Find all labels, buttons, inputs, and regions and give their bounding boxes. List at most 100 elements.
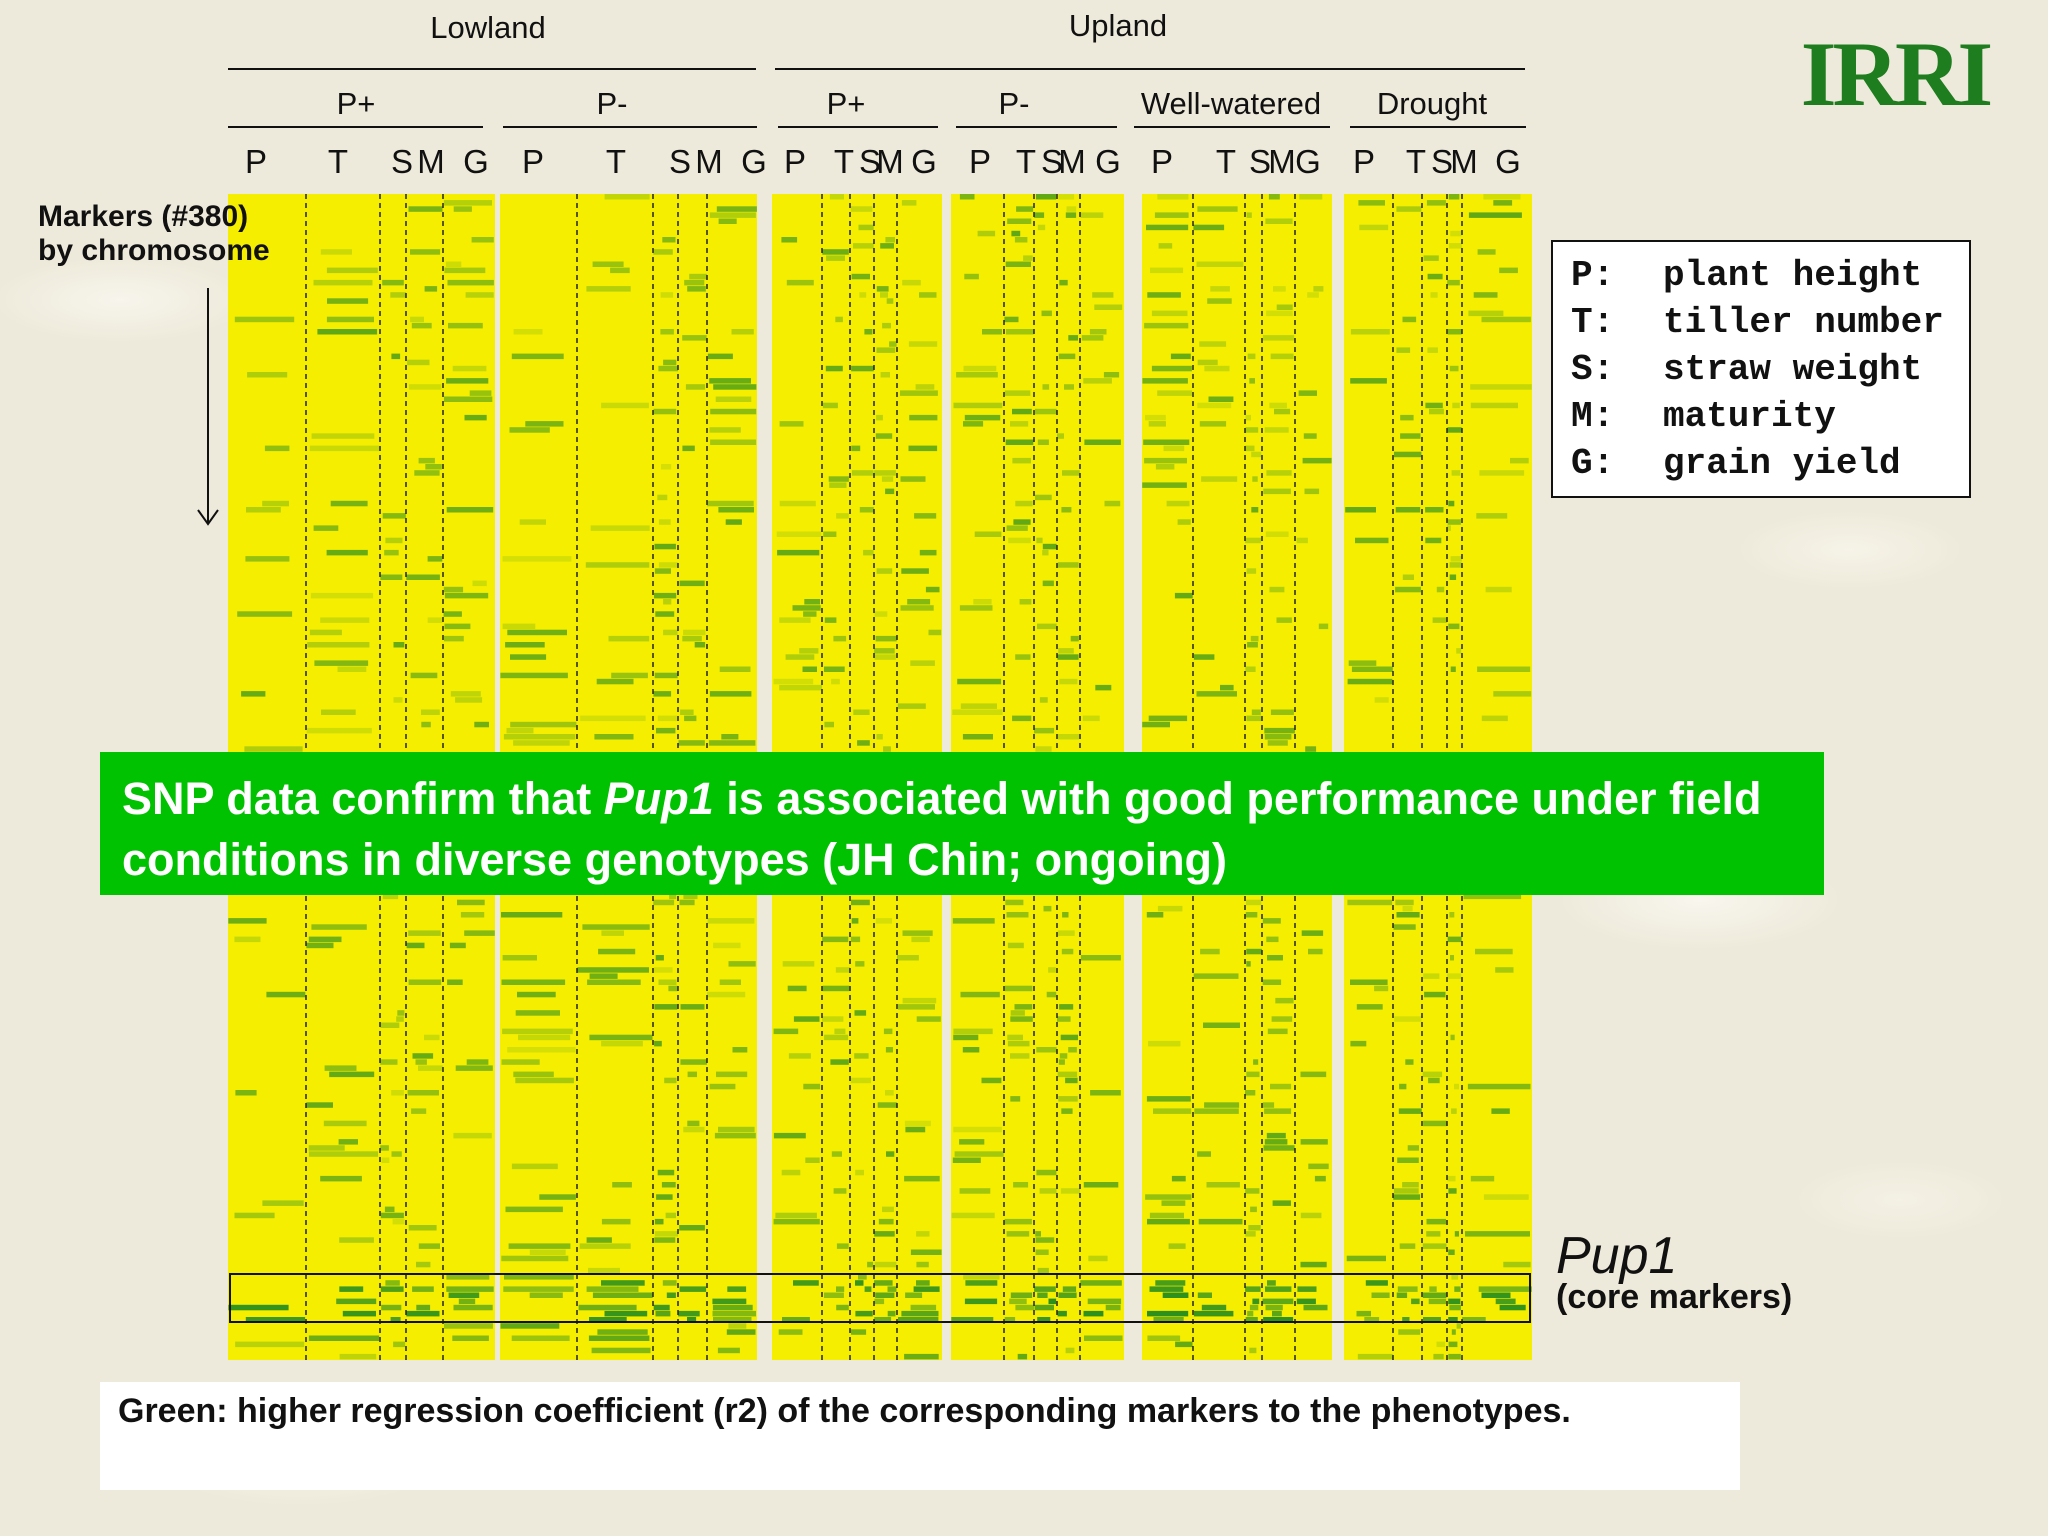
heatmap-cell bbox=[1262, 335, 1295, 341]
heatmap-cell bbox=[1082, 715, 1100, 722]
heatmap-cell bbox=[1201, 1304, 1227, 1311]
heatmap-cell bbox=[1476, 513, 1508, 519]
heatmap-cell bbox=[919, 549, 937, 556]
heatmap-cell bbox=[307, 642, 370, 648]
heatmap-cell bbox=[1350, 1040, 1367, 1047]
heatmap-cell bbox=[1151, 310, 1188, 317]
heatmap-cell bbox=[1483, 1194, 1529, 1200]
heatmap-cell bbox=[1447, 279, 1460, 286]
heatmap-cell bbox=[1451, 1329, 1456, 1335]
heatmap-cell bbox=[719, 979, 741, 985]
heatmap-cell bbox=[925, 586, 940, 593]
heatmap-cell bbox=[1432, 617, 1447, 623]
heatmap-cell bbox=[460, 912, 485, 918]
heatmap-cell bbox=[1193, 973, 1239, 979]
heatmap-cell bbox=[1263, 488, 1291, 495]
heatmap-cell bbox=[654, 672, 678, 679]
col-label-p1-P: P bbox=[244, 143, 267, 180]
heatmap-cell bbox=[1036, 1047, 1057, 1053]
col-label-p1-G: G bbox=[463, 143, 489, 180]
heatmap-cell bbox=[1274, 408, 1291, 415]
heatmap-cell bbox=[679, 1225, 705, 1231]
col-label-p4-P: P bbox=[968, 143, 991, 180]
heatmap-cell bbox=[874, 654, 896, 660]
heatmap-cell bbox=[380, 1022, 400, 1028]
heatmap-cell bbox=[957, 678, 1002, 685]
heatmap-cell bbox=[773, 1132, 806, 1139]
heatmap-cell bbox=[726, 1329, 756, 1335]
heatmap-cell bbox=[1146, 1096, 1191, 1102]
rule-upland-pminus bbox=[956, 126, 1117, 128]
heatmap-cell bbox=[1422, 1292, 1447, 1298]
heatmap-cell bbox=[1396, 912, 1420, 918]
heatmap-cell bbox=[965, 1280, 998, 1286]
heatmap-cell bbox=[1157, 905, 1183, 912]
heatmap-cell bbox=[1088, 1255, 1108, 1262]
heatmap-cell bbox=[1059, 1053, 1068, 1059]
heatmap-cell bbox=[1037, 623, 1057, 630]
heatmap-cell bbox=[449, 942, 466, 949]
heatmap-cell bbox=[1396, 206, 1422, 212]
heatmap-cell bbox=[953, 1126, 1002, 1133]
heatmap-cell bbox=[1318, 623, 1329, 630]
heatmap-cell bbox=[446, 1286, 494, 1292]
heatmap-cell bbox=[1423, 255, 1439, 261]
heatmap-cell bbox=[1451, 1274, 1459, 1280]
heatmap-cell bbox=[1201, 476, 1238, 482]
heatmap-cell bbox=[1080, 1280, 1122, 1286]
heatmap-cell bbox=[1008, 537, 1031, 544]
heatmap-cell bbox=[235, 1341, 305, 1348]
heatmap-cell bbox=[655, 611, 675, 617]
heatmap-cell bbox=[507, 629, 567, 636]
heatmap-cell bbox=[1193, 224, 1225, 231]
heatmap-cell bbox=[1246, 568, 1257, 574]
heatmap-cell bbox=[1426, 1218, 1446, 1225]
heatmap-cell bbox=[1269, 402, 1287, 409]
heatmap-cell bbox=[1448, 1317, 1458, 1323]
heatmap-cell bbox=[1269, 586, 1285, 593]
heatmap-cell bbox=[875, 433, 893, 439]
pup1-label: Pup1 bbox=[1556, 1227, 1678, 1285]
heatmap-cell bbox=[314, 660, 369, 666]
heatmap-cell bbox=[773, 678, 814, 685]
heatmap-cell bbox=[525, 421, 564, 427]
heatmap-cell bbox=[682, 445, 695, 452]
heatmap-cell bbox=[712, 1310, 756, 1317]
heatmap-cell bbox=[854, 1053, 869, 1059]
heatmap-cell bbox=[835, 316, 843, 323]
col-label-p3-P: P bbox=[783, 143, 806, 180]
heatmap-cell bbox=[654, 1218, 664, 1225]
heatmap-cell bbox=[1066, 206, 1077, 212]
heatmap-cell bbox=[1037, 224, 1046, 231]
heatmap-cell bbox=[501, 1059, 540, 1065]
heatmap-cell bbox=[718, 218, 737, 224]
heatmap-cell bbox=[1196, 261, 1244, 267]
legend-row: P: plant height bbox=[1571, 252, 1951, 299]
heatmap-cell bbox=[687, 1120, 700, 1127]
heatmap-cell bbox=[455, 1065, 493, 1071]
col-label-p5-T: T bbox=[1215, 143, 1237, 180]
heatmap-cell bbox=[1009, 1298, 1027, 1305]
heatmap-cell bbox=[1147, 292, 1181, 298]
heatmap-cell bbox=[1043, 905, 1052, 912]
heatmap-cell bbox=[1057, 1071, 1078, 1078]
heatmap-cell bbox=[1015, 1304, 1034, 1311]
heatmap-cell bbox=[1006, 329, 1034, 335]
heatmap-cell bbox=[529, 1249, 566, 1255]
heatmap-cell bbox=[1166, 500, 1190, 507]
heatmap-cell bbox=[665, 1212, 676, 1219]
heatmap-cell bbox=[1473, 292, 1498, 298]
col-label-p2-P: P bbox=[521, 143, 544, 180]
heatmap-cell bbox=[519, 519, 546, 525]
col-label-p2-G: G bbox=[741, 143, 767, 180]
heatmap-cell bbox=[1265, 1286, 1292, 1292]
heatmap-cell bbox=[1493, 200, 1513, 206]
heatmap-cell bbox=[1062, 1286, 1077, 1292]
heatmap-cell bbox=[1478, 1286, 1532, 1292]
heatmap-cell bbox=[662, 1280, 677, 1286]
heatmap-cell bbox=[529, 1292, 563, 1298]
heatmap-cell bbox=[876, 734, 883, 740]
heatmap-cell bbox=[1265, 218, 1293, 224]
heatmap-cell bbox=[653, 408, 677, 415]
heatmap-cell bbox=[902, 997, 937, 1004]
